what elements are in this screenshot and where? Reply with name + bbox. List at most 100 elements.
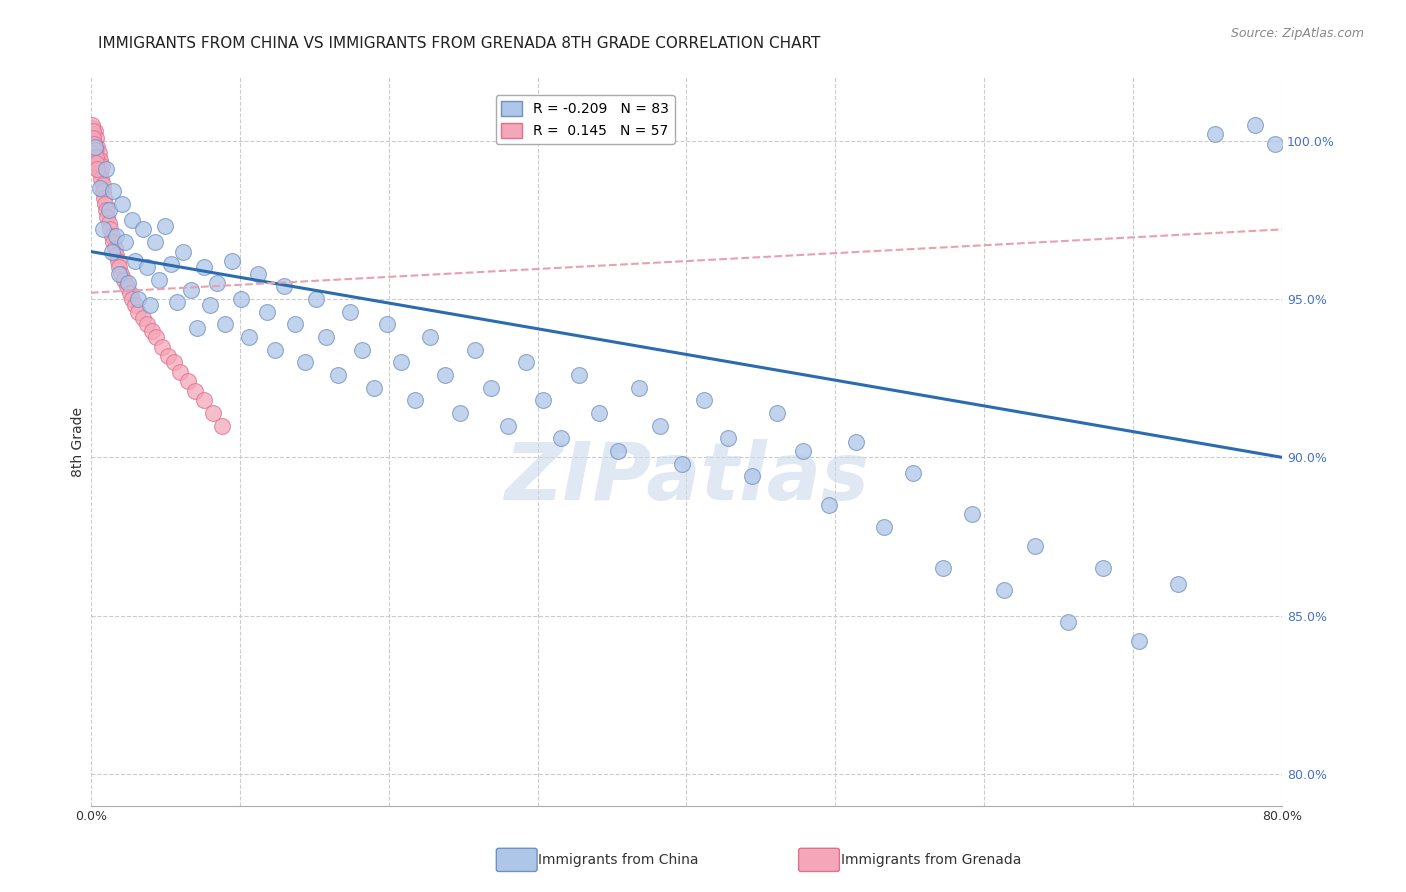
Point (231, 292, 253, 306)
Point (568, 368, 591, 382)
Point (83, 136, 105, 151)
Point (100, 244, 122, 259)
Point (873, 520, 896, 534)
Point (86, 156, 108, 170)
Point (100, 228, 122, 243)
Point (671, 457, 693, 471)
Point (83, 140, 105, 154)
Point (104, 241, 127, 255)
Point (198, 298, 221, 312)
Point (121, 292, 143, 306)
Point (89, 153, 111, 167)
Point (214, 318, 236, 332)
Point (363, 381, 385, 395)
Text: Immigrants from China: Immigrants from China (538, 853, 699, 867)
Point (89, 165, 111, 179)
Point (172, 244, 194, 259)
Point (193, 260, 215, 275)
Point (606, 444, 628, 458)
Text: IMMIGRANTS FROM CHINA VS IMMIGRANTS FROM GRENADA 8TH GRADE CORRELATION CHART: IMMIGRANTS FROM CHINA VS IMMIGRANTS FROM… (98, 36, 821, 51)
Point (82, 134, 104, 148)
Point (139, 298, 162, 312)
Point (375, 318, 398, 332)
Text: ZIPatlas: ZIPatlas (503, 439, 869, 517)
Point (766, 406, 789, 420)
Point (107, 254, 129, 268)
Point (91, 159, 114, 173)
Point (1167, 577, 1189, 591)
Point (89, 181, 111, 195)
Point (792, 444, 814, 458)
Point (449, 406, 471, 420)
Point (180, 283, 202, 297)
Point (693, 393, 716, 408)
Point (118, 285, 141, 300)
Point (931, 561, 953, 575)
Point (117, 277, 139, 291)
Point (136, 260, 159, 275)
Point (127, 304, 149, 318)
Point (1128, 634, 1150, 648)
Point (166, 295, 188, 310)
Point (97, 216, 120, 230)
Point (93, 185, 115, 199)
Point (993, 583, 1015, 598)
Point (389, 355, 412, 369)
Point (155, 219, 177, 234)
Point (496, 418, 519, 433)
Point (80, 121, 103, 136)
Point (80, 118, 103, 132)
Point (148, 273, 170, 287)
Point (588, 406, 610, 420)
Point (741, 469, 763, 483)
Point (845, 434, 868, 449)
Point (108, 260, 131, 275)
Point (86, 140, 108, 154)
Point (163, 355, 186, 369)
Text: Immigrants from Grenada: Immigrants from Grenada (841, 853, 1021, 867)
Point (404, 393, 426, 408)
Point (115, 279, 138, 293)
Point (87, 159, 110, 173)
Point (160, 257, 183, 271)
Point (304, 292, 326, 306)
Point (901, 466, 924, 480)
Point (98, 222, 121, 236)
Point (264, 343, 287, 357)
Point (201, 406, 224, 420)
Point (169, 365, 191, 379)
Point (419, 330, 441, 344)
Point (94, 197, 117, 211)
Point (145, 330, 167, 344)
Point (515, 355, 537, 369)
Point (82, 124, 104, 138)
Point (256, 304, 278, 318)
Point (141, 324, 163, 338)
Point (339, 304, 361, 318)
Point (94, 162, 117, 177)
Point (84, 146, 107, 161)
Point (464, 343, 486, 357)
Point (112, 273, 135, 287)
Point (136, 318, 159, 332)
Point (962, 508, 984, 522)
Point (127, 292, 149, 306)
Point (350, 343, 373, 357)
Point (110, 267, 132, 281)
Legend: R = -0.209   N = 83, R =  0.145   N = 57: R = -0.209 N = 83, R = 0.145 N = 57 (496, 95, 675, 144)
Point (86, 153, 108, 167)
Point (157, 349, 180, 363)
Point (184, 384, 207, 398)
Point (238, 330, 260, 344)
Point (1244, 118, 1267, 132)
Point (124, 254, 146, 268)
Point (84, 130, 107, 145)
Point (82, 130, 104, 145)
Point (434, 368, 457, 382)
Point (121, 213, 143, 227)
Point (176, 375, 198, 389)
Point (273, 279, 295, 293)
Point (114, 235, 136, 249)
Point (96, 210, 118, 224)
Point (221, 254, 243, 268)
